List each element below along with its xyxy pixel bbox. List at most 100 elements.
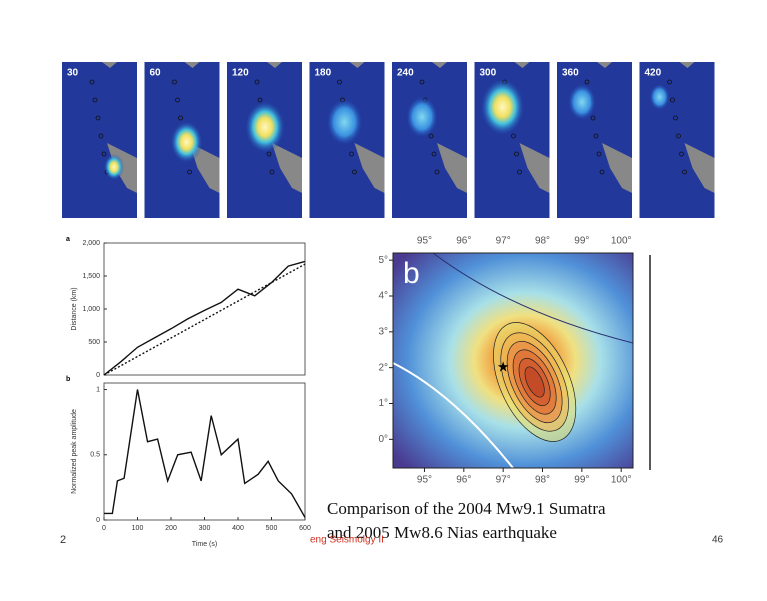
y-tick-label: 1,500 xyxy=(82,273,100,280)
footer-course: eng Seismolgy II xyxy=(310,535,384,546)
islet xyxy=(590,115,596,121)
islet xyxy=(349,151,354,157)
y-axis-label: Normalized peak amplitude xyxy=(71,409,78,494)
footer-date: 2 xyxy=(60,534,66,546)
island xyxy=(272,143,302,193)
snapshot-label: 360 xyxy=(562,68,579,79)
rupture-glow xyxy=(326,98,363,146)
y-tick-label: 4° xyxy=(378,291,388,302)
rupture-glow xyxy=(406,96,438,138)
data-line xyxy=(103,260,306,376)
islet xyxy=(596,151,602,157)
island xyxy=(514,62,530,68)
y-tick-label: 500 xyxy=(88,339,100,346)
panel-label: b xyxy=(403,257,420,290)
islet xyxy=(593,133,599,139)
islet xyxy=(667,79,672,85)
islet xyxy=(676,133,681,139)
page-number: 46 xyxy=(712,535,724,546)
island xyxy=(267,62,282,68)
islet xyxy=(431,151,437,157)
island xyxy=(349,62,365,68)
islet xyxy=(337,79,342,85)
x-tick-label: 200 xyxy=(165,525,177,532)
snapshot-label: 240 xyxy=(397,68,414,79)
island xyxy=(602,143,632,193)
x-tick-label: 100 xyxy=(132,525,144,532)
rupture-glow xyxy=(568,83,596,121)
islet xyxy=(352,169,357,175)
islet xyxy=(187,169,192,175)
islet xyxy=(682,169,687,175)
x-tick-label: 100° xyxy=(611,236,632,247)
snapshot-label: 300 xyxy=(480,68,497,79)
islet xyxy=(673,115,678,121)
x-tick-label: 99° xyxy=(574,475,589,486)
rupture-glow xyxy=(480,78,525,136)
x-tick-label: 98° xyxy=(535,236,550,247)
island xyxy=(679,62,695,68)
islet xyxy=(511,133,516,139)
x-axis-label: Time (s) xyxy=(192,541,217,548)
islet xyxy=(584,79,590,85)
islet xyxy=(98,133,104,139)
islet xyxy=(419,79,425,85)
x-tick-label: 600 xyxy=(299,525,311,532)
islet xyxy=(92,97,98,103)
x-tick-label: 97° xyxy=(496,475,511,486)
y-tick-label: 3° xyxy=(378,326,388,337)
panel-label: b xyxy=(66,376,70,383)
islet xyxy=(178,115,183,121)
trench xyxy=(432,253,633,344)
x-tick-label: 300 xyxy=(199,525,211,532)
islet xyxy=(517,169,522,175)
rupture-glow xyxy=(104,154,124,180)
island xyxy=(684,143,715,193)
x-tick-label: 96° xyxy=(456,475,471,486)
islet xyxy=(269,169,275,175)
islet xyxy=(434,169,440,175)
snapshot-label: 180 xyxy=(315,68,332,79)
y-tick-label: 0.5 xyxy=(90,452,100,459)
island xyxy=(354,143,385,193)
snapshot-label: 30 xyxy=(67,68,79,79)
y-axis-label: Distance (km) xyxy=(71,287,78,330)
y-tick-label: 1° xyxy=(378,398,388,409)
island xyxy=(437,143,467,193)
snapshot-frame xyxy=(639,62,715,218)
rupture-glow xyxy=(245,101,285,153)
panel-label: a xyxy=(66,236,70,243)
islet xyxy=(670,97,675,103)
x-tick-label: 95° xyxy=(417,236,432,247)
map: ★ xyxy=(393,253,633,468)
y-tick-label: 5° xyxy=(378,255,388,266)
rupture-glow xyxy=(649,84,670,110)
snapshot-frame xyxy=(557,62,632,218)
islet xyxy=(254,79,260,85)
data-line xyxy=(104,389,306,518)
snapshot-label: 60 xyxy=(150,68,162,79)
x-tick-label: 500 xyxy=(266,525,278,532)
x-tick-label: 100° xyxy=(611,475,632,486)
snapshot-frame xyxy=(62,62,137,218)
caption: and 2005 Mw8.6 Nias earthquake xyxy=(327,523,557,542)
islet xyxy=(175,97,180,103)
x-tick-label: 97° xyxy=(496,236,511,247)
epicenter-star: ★ xyxy=(497,358,510,374)
x-tick-label: 99° xyxy=(574,236,589,247)
snapshot-label: 420 xyxy=(645,68,662,79)
x-tick-label: 96° xyxy=(456,236,471,247)
islet xyxy=(172,79,177,85)
y-tick-label: 1 xyxy=(96,386,100,393)
rupture-glow xyxy=(170,121,203,163)
snapshot-label: 120 xyxy=(232,68,249,79)
contour xyxy=(524,366,545,398)
y-tick-label: 2° xyxy=(378,362,388,373)
islet xyxy=(599,169,605,175)
islet xyxy=(679,151,684,157)
islet xyxy=(514,151,519,157)
caption: Comparison of the 2004 Mw9.1 Sumatra xyxy=(327,499,606,518)
snapshot-frame xyxy=(392,62,467,218)
island xyxy=(102,62,117,68)
